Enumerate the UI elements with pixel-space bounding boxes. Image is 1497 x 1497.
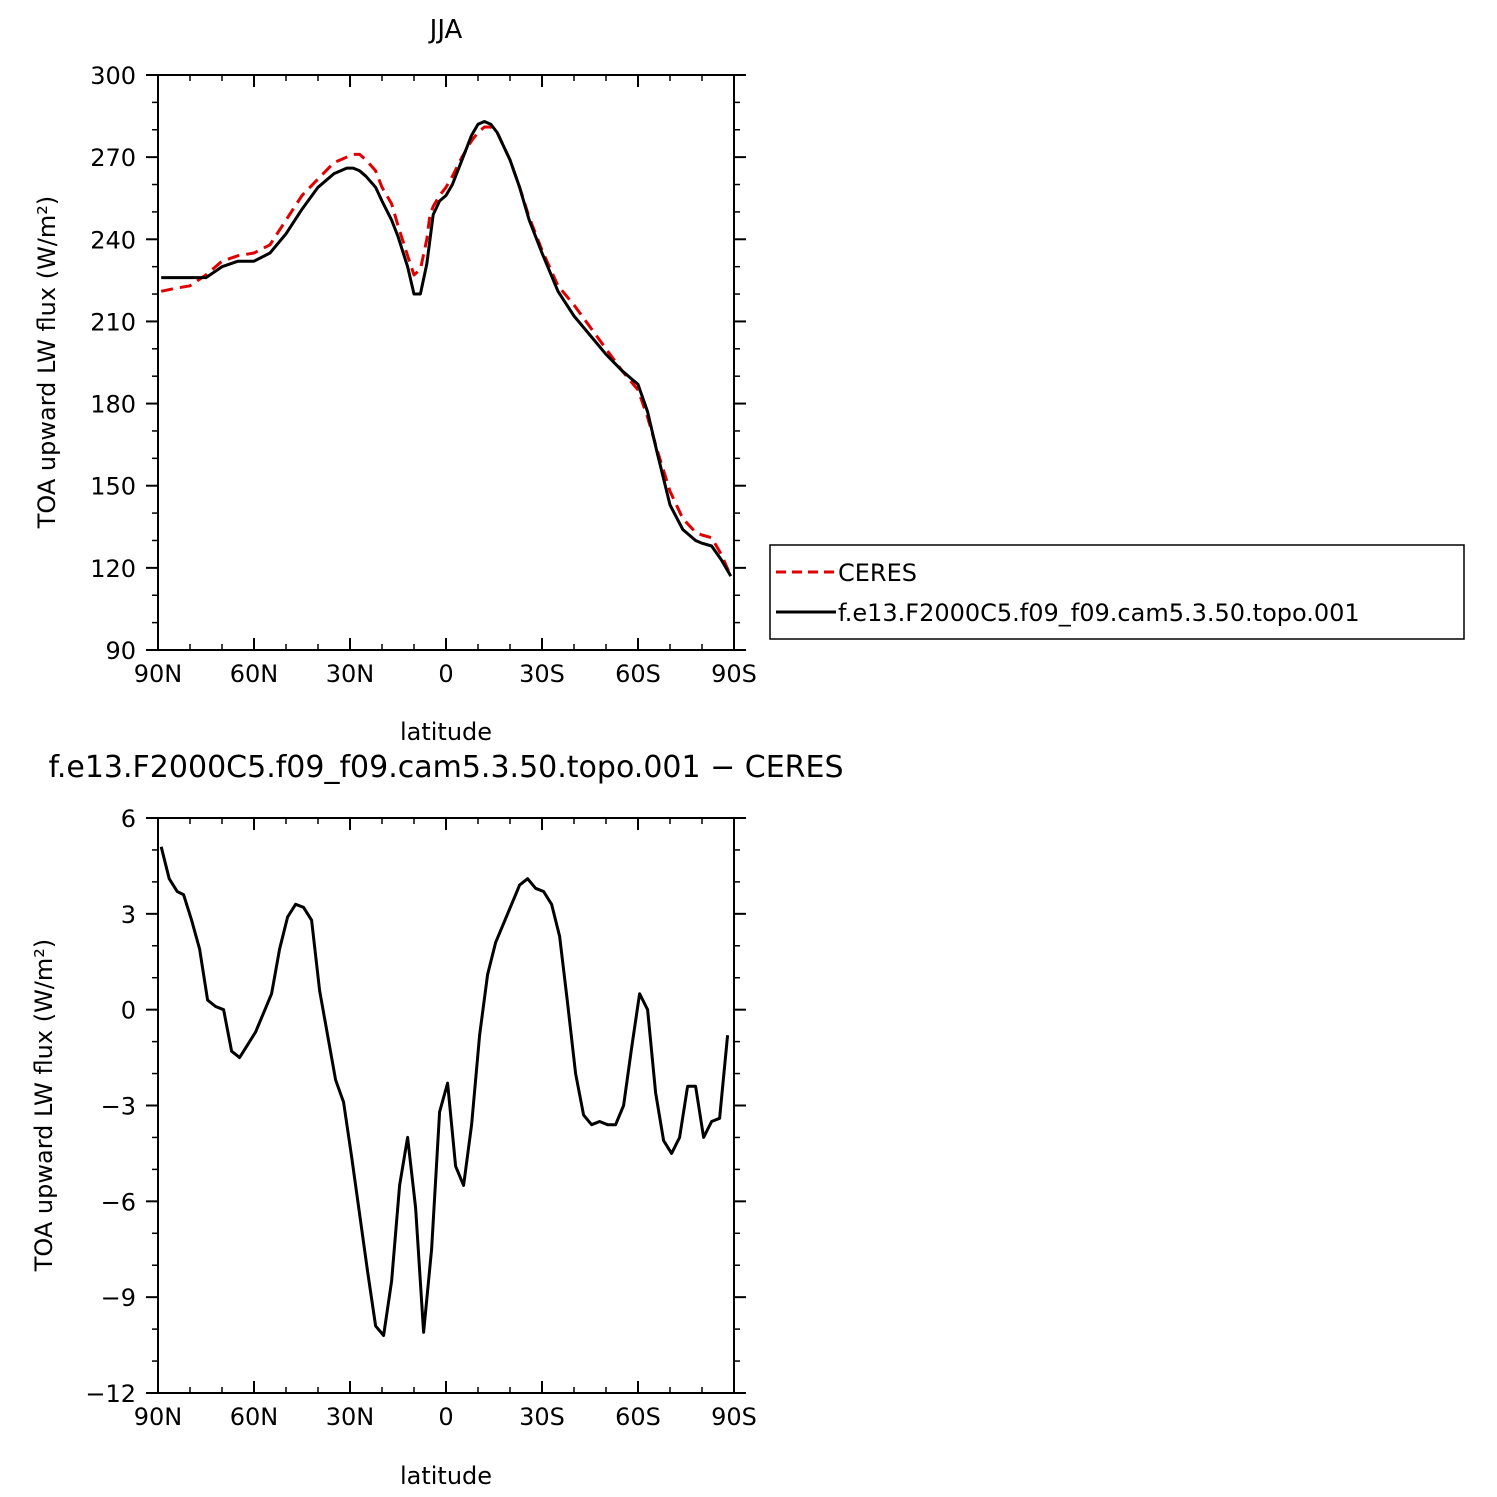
- top-y-tick-label: 300: [90, 62, 136, 90]
- top-series-group: [160, 120, 733, 577]
- top-x-tick-label: 60S: [615, 660, 661, 688]
- bottom-chart-title: f.e13.F2000C5.f09_f09.cam5.3.50.topo.001…: [48, 750, 843, 785]
- bottom-series-group: [159, 846, 730, 1337]
- top-chart-title: JJA: [428, 15, 463, 45]
- top-x-tick-label: 90S: [711, 660, 757, 688]
- top-x-tick-label: 0: [438, 660, 453, 688]
- top-series-line-ceres: [160, 125, 733, 577]
- top-x-tick-label: 30N: [326, 660, 375, 688]
- top-x-tick-label: 90N: [134, 660, 183, 688]
- top-y-tick-label: 120: [90, 555, 136, 583]
- bottom-x-tick-label: 30S: [519, 1403, 565, 1431]
- top-plot-frame: [157, 74, 735, 651]
- bottom-y-axis-label: TOA upward LW flux (W/m²): [30, 939, 58, 1273]
- bottom-panel: f.e13.F2000C5.f09_f09.cam5.3.50.topo.001…: [30, 750, 844, 1490]
- legend-label-model: f.e13.F2000C5.f09_f09.cam5.3.50.topo.001: [838, 599, 1360, 627]
- legend: CERES f.e13.F2000C5.f09_f09.cam5.3.50.to…: [769, 544, 1465, 640]
- bottom-y-tick-label: 0: [121, 997, 136, 1025]
- bottom-y-tick-label: −6: [101, 1188, 136, 1216]
- top-y-tick-label: 180: [90, 391, 136, 419]
- legend-label-ceres: CERES: [838, 559, 917, 587]
- top-y-tick-label: 270: [90, 144, 136, 172]
- top-y-tick-label: 90: [105, 637, 136, 665]
- top-x-tick-label: 30S: [519, 660, 565, 688]
- top-y-tick-label: 150: [90, 473, 136, 501]
- top-y-axis-label: TOA upward LW flux (W/m²): [33, 196, 61, 530]
- bottom-x-tick-label: 30N: [326, 1403, 375, 1431]
- top-panel: JJA TOA upward LW flux (W/m²) latitude 9…: [33, 15, 757, 746]
- legend-box: [769, 544, 1465, 640]
- bottom-x-tick-label: 60N: [230, 1403, 279, 1431]
- bottom-x-tick-label: 60S: [615, 1403, 661, 1431]
- bottom-y-tick-label: −9: [101, 1284, 136, 1312]
- bottom-x-tick-label: 0: [438, 1403, 453, 1431]
- bottom-x-tick-label: 90S: [711, 1403, 757, 1431]
- top-series-line-f: [161, 120, 733, 577]
- bottom-x-tick-label: 90N: [134, 1403, 183, 1431]
- bottom-axis-ticks: 90N 60N 30N 0 30S 60S 90S 6 3 0 −3 −6 −9 −12: [85, 805, 757, 1431]
- top-x-axis-label: latitude: [400, 718, 492, 746]
- top-x-tick-label: 60N: [230, 660, 279, 688]
- bottom-y-tick-label: 3: [121, 901, 136, 929]
- bottom-y-tick-label: −12: [85, 1380, 136, 1408]
- bottom-y-tick-label: 6: [121, 805, 136, 833]
- top-y-tick-label: 240: [90, 226, 136, 254]
- bottom-series-line-0: [159, 846, 730, 1337]
- bottom-x-axis-label: latitude: [400, 1462, 492, 1490]
- bottom-y-tick-label: −3: [101, 1093, 136, 1121]
- top-axis-ticks: 90N 60N 30N 0 30S 60S 90S 90 120 150 180 210 240 270 3…: [90, 62, 757, 688]
- top-y-tick-label: 210: [90, 308, 136, 336]
- bottom-plot-frame: [157, 817, 735, 1394]
